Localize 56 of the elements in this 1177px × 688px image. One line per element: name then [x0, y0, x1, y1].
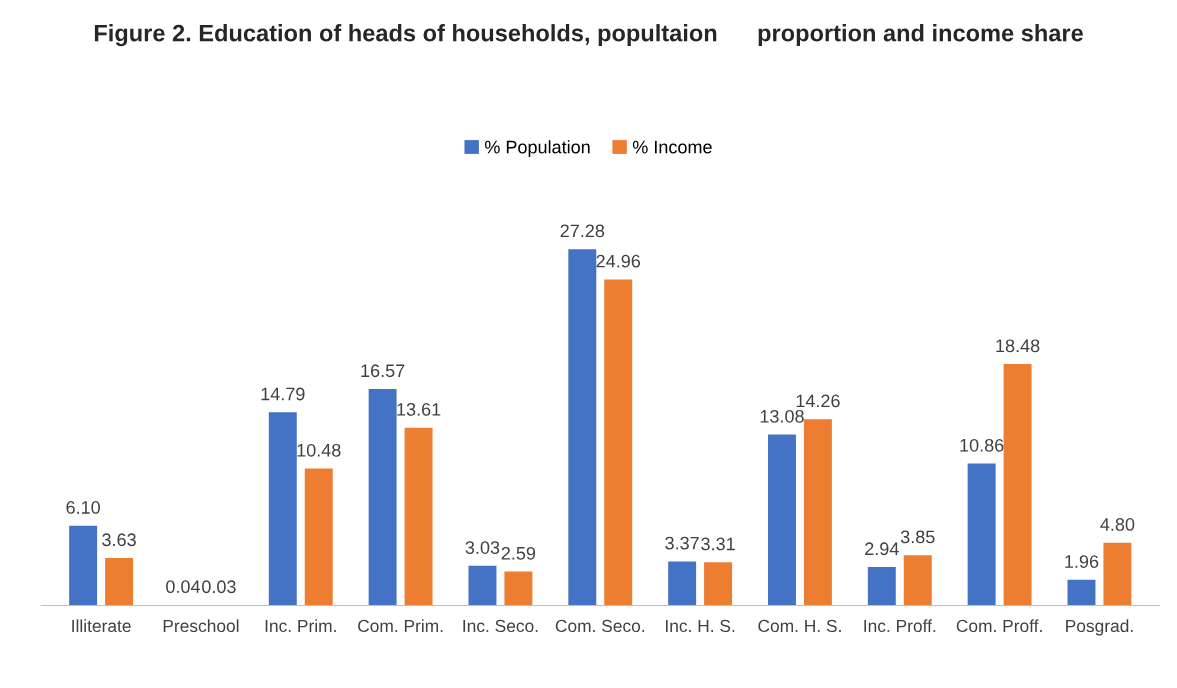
bar	[404, 427, 433, 606]
data-label: 14.26	[796, 394, 840, 408]
data-label: 10.86	[960, 438, 1004, 452]
data-label: 27.28	[560, 224, 605, 238]
bar	[704, 562, 733, 606]
x-tick-label: Illiterate	[72, 619, 131, 633]
bar	[903, 555, 932, 606]
x-tick-label: Com. Prim.	[358, 619, 443, 633]
bar	[867, 567, 896, 606]
data-label: 3.31	[701, 537, 735, 551]
x-tick-label: Inc. Prim.	[265, 619, 336, 633]
legend-label: % Income	[632, 140, 712, 154]
data-label: 4.80	[1100, 518, 1135, 531]
data-label: 3.37	[665, 536, 699, 550]
bar	[1003, 364, 1032, 606]
bar	[268, 412, 297, 606]
chart-title: Figure 2. Education of heads of households, popultaion proportion and income share	[94, 24, 1083, 47]
data-label: 24.96	[596, 254, 641, 268]
data-label: 3.85	[900, 530, 935, 544]
bar	[604, 279, 633, 606]
data-label: 3.03	[465, 541, 500, 554]
x-tick-label: Com. Proff.	[956, 619, 1042, 633]
bar	[767, 434, 796, 606]
x-tick-label: Inc. H. S.	[666, 619, 735, 633]
bar	[368, 389, 397, 606]
data-label: 13.08	[760, 409, 804, 423]
bar	[69, 525, 98, 606]
data-label: 0.04	[166, 580, 200, 594]
data-label: 2.59	[501, 546, 536, 560]
data-label: 6.10	[66, 501, 100, 514]
data-label: 3.63	[102, 533, 136, 547]
bar	[105, 558, 134, 606]
x-tick-label: Inc. Proff.	[864, 619, 936, 633]
data-label: 1.96	[1065, 555, 1099, 568]
x-tick-label: Inc. Seco.	[463, 619, 538, 633]
bar	[304, 468, 333, 606]
x-tick-label: Com. H. S.	[758, 619, 841, 633]
data-label: 13.61	[397, 403, 441, 416]
data-label: 0.03	[202, 580, 236, 594]
x-tick-label: Posgrad.	[1066, 619, 1133, 636]
bar	[1067, 579, 1096, 606]
data-label: 14.79	[261, 387, 305, 401]
bar	[967, 463, 996, 606]
bar	[568, 249, 597, 606]
bar	[468, 565, 497, 606]
bar	[668, 561, 697, 606]
x-tick-label: Preschool	[163, 619, 239, 633]
bar	[504, 571, 533, 606]
x-tick-label: Com. Seco.	[555, 619, 645, 633]
data-label: 18.48	[996, 339, 1040, 353]
legend-label: % Population	[484, 140, 590, 158]
data-label: 16.57	[361, 364, 405, 378]
bar	[1103, 542, 1132, 606]
data-label: 10.48	[297, 443, 341, 457]
data-label: 2.94	[865, 542, 899, 556]
bar	[803, 419, 832, 606]
